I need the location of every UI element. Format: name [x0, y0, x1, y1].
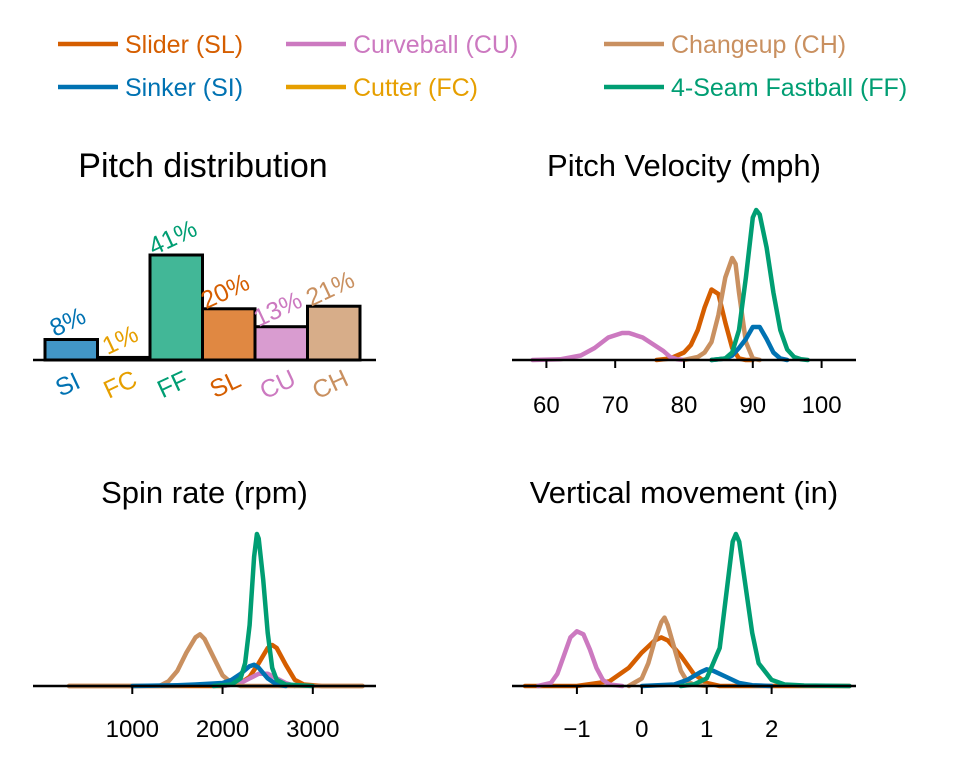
series-line: [211, 531, 316, 689]
legend-label: Sinker (SI): [125, 74, 243, 102]
bar-cu: [253, 325, 309, 362]
series-line: [654, 287, 756, 363]
series-line: [522, 635, 852, 689]
series-line: [530, 330, 687, 363]
series-line: [130, 662, 288, 689]
chart-title: Pitch distribution: [78, 147, 327, 185]
x-tick-label: 0: [635, 716, 648, 743]
bar-sl: [201, 307, 257, 362]
x-tick-label: 90: [739, 392, 766, 419]
x-tick-label: SI: [51, 367, 84, 402]
legend-label: 4-Seam Fastball (FF): [671, 74, 907, 102]
bar-si: [43, 338, 99, 362]
x-tick-label: 3000: [286, 716, 339, 743]
x-tick-label: CU: [256, 364, 301, 405]
legend-entry: Changeup (CH): [604, 31, 846, 59]
legend-entry: Cutter (FC): [286, 74, 478, 102]
series-line: [709, 207, 811, 363]
x-tick-label: 70: [602, 392, 629, 419]
legend-entry: 4-Seam Fastball (FF): [604, 74, 907, 102]
x-tick-label: FC: [99, 365, 141, 404]
x-tick-label: 60: [533, 392, 560, 419]
chart-title: Spin rate (rpm): [101, 475, 308, 510]
panel-spin-rate: Spin rate (rpm) 1000 2000 3000: [33, 475, 376, 743]
series-line: [681, 255, 762, 363]
x-tick-label: FF: [153, 366, 193, 404]
bar-ff: [148, 253, 204, 362]
bar-value-label: 1%: [98, 320, 143, 361]
legend-entry: Sinker (SI): [58, 74, 243, 102]
legend-label: Slider (SL): [125, 31, 243, 59]
x-tick-label: 1000: [106, 716, 159, 743]
panel-pitch-distribution: Pitch distribution8%SI1%FC41%FF20%SL13%C…: [33, 147, 376, 405]
x-tick-label: 1: [700, 716, 713, 743]
legend-label: Cutter (FC): [353, 74, 478, 102]
legend-entry: Curveball (CU): [286, 31, 518, 59]
legend-entry: Slider (SL): [58, 31, 243, 59]
x-tick-label: 2: [765, 716, 778, 743]
legend-label: Changeup (CH): [671, 31, 846, 59]
bar-ch: [306, 304, 362, 362]
x-tick-label: 80: [671, 392, 698, 419]
bar-value-label: 8%: [46, 302, 91, 343]
x-tick-label: SL: [206, 366, 246, 404]
series-line: [535, 629, 625, 689]
x-tick-label: 100: [802, 392, 842, 419]
series-line: [678, 531, 852, 689]
chart-title: Pitch Velocity (mph): [547, 148, 821, 183]
series-line: [66, 632, 365, 689]
panel-pitch-velocity: Pitch Velocity (mph) 60 70 80 90 100: [512, 148, 856, 419]
x-tick-label: 2000: [196, 716, 249, 743]
x-tick-label: CH: [308, 364, 353, 405]
x-tick-label: −1: [563, 716, 590, 743]
legend: Slider (SL) Curveball (CU) Changeup (CH) Si…: [58, 31, 907, 102]
legend-label: Curveball (CU): [353, 31, 518, 59]
panel-vertical-movement: Vertical movement (in) −1 0 1 2: [512, 475, 856, 743]
chart-title: Vertical movement (in): [530, 475, 838, 510]
series-line: [626, 615, 709, 689]
